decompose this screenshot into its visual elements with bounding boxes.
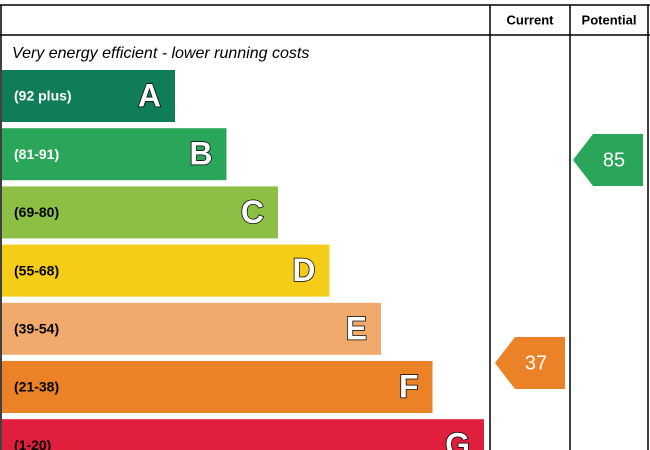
- band-range: (81-91): [14, 146, 59, 162]
- current-arrow: 37: [495, 337, 565, 389]
- current-value: 37: [525, 352, 547, 374]
- potential-arrow: 85: [573, 134, 643, 186]
- band-bar: [2, 186, 278, 239]
- band-bar: [2, 302, 381, 355]
- band-range: (92 plus): [14, 88, 72, 104]
- band-letter: F: [399, 368, 419, 404]
- band-letter: D: [292, 252, 315, 288]
- band-letter: G: [445, 427, 470, 450]
- band-range: (1-20): [14, 437, 51, 450]
- arrow-shape: [495, 337, 565, 389]
- band-range: (39-54): [14, 321, 59, 337]
- band-bar: [2, 419, 484, 450]
- band-bar: [2, 70, 175, 122]
- band-letter: B: [189, 136, 212, 172]
- column-header: Current: [507, 12, 555, 27]
- band-range: (21-38): [14, 379, 59, 395]
- band-range: (69-80): [14, 204, 59, 220]
- band-letter: A: [138, 77, 161, 113]
- band-letter: C: [241, 194, 264, 230]
- band-bar: [2, 361, 433, 413]
- band-letter: E: [346, 310, 367, 346]
- arrow-shape: [573, 134, 643, 186]
- subtitle: Very energy efficient - lower running co…: [12, 45, 309, 62]
- band-bar: [2, 244, 330, 297]
- band-bar: [2, 128, 227, 181]
- band-range: (55-68): [14, 262, 59, 278]
- potential-value: 85: [603, 149, 625, 171]
- column-header: Potential: [582, 12, 637, 27]
